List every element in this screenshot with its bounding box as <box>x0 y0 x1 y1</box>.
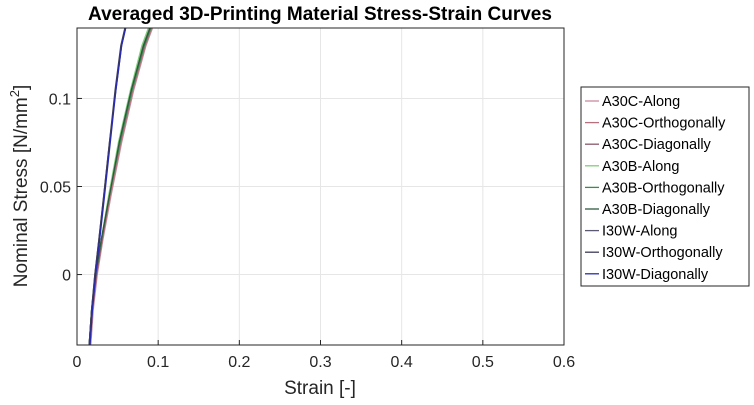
x-tick-label: 0.4 <box>391 354 413 371</box>
series-line-i30w-diagonally <box>89 28 127 345</box>
legend-label-a30c-along: A30C-Along <box>602 94 680 110</box>
legend-label-a30b-along: A30B-Along <box>602 159 679 175</box>
legend-label-a30c-diagonally: A30C-Diagonally <box>602 137 712 153</box>
y-tick-label: 0.1 <box>49 91 71 108</box>
legend-label-i30w-orthogonally: I30W-Orthogonally <box>602 245 723 261</box>
plot-series <box>88 28 154 345</box>
legend-box <box>580 86 750 287</box>
legend-items: A30C-Along A30C-Orthogonally A30C-Diagonal… <box>585 94 726 283</box>
y-axis-label: Nominal Stress [N/mm2] <box>7 85 32 288</box>
chart-title: Averaged 3D-Printing Material Stress-Str… <box>88 4 552 25</box>
legend-label-i30w-diagonally: I30W-Diagonally <box>602 267 709 283</box>
x-tick-label: 0.5 <box>472 354 494 371</box>
y-axis-label-end: ] <box>11 85 32 90</box>
y-axis-label-superscript: 2 <box>7 90 22 97</box>
x-tick-label: 0.2 <box>228 354 250 371</box>
x-tick-label: 0.1 <box>147 354 169 371</box>
legend-label-i30w-along: I30W-Along <box>602 224 678 240</box>
legend-label-a30c-orthogonally: A30C-Orthogonally <box>602 116 726 132</box>
y-tick-label: 0.05 <box>40 180 71 197</box>
y-tick-label: 0 <box>62 268 71 285</box>
x-tick-label: 0.6 <box>553 354 575 371</box>
x-tick-label: 0.3 <box>309 354 331 371</box>
series-line-i30w-orthogonally <box>88 28 126 345</box>
y-axis-ticks: 0 0.05 0.1 <box>40 91 82 285</box>
x-axis-label: Strain [-] <box>284 378 356 399</box>
x-axis-ticks: 0 0.1 0.2 0.3 0.4 0.5 0.6 <box>73 340 575 371</box>
y-axis-label-main: Nominal Stress [N/mm <box>11 97 32 287</box>
grid-lines <box>76 28 565 345</box>
series-line-a30c-along <box>90 28 154 345</box>
legend-label-a30b-orthogonally: A30B-Orthogonally <box>602 180 725 196</box>
legend: A30C-Along A30C-Orthogonally A30C-Diagonal… <box>580 86 750 287</box>
x-tick-label: 0 <box>73 354 82 371</box>
legend-label-a30b-diagonally: A30B-Diagonally <box>602 202 711 218</box>
